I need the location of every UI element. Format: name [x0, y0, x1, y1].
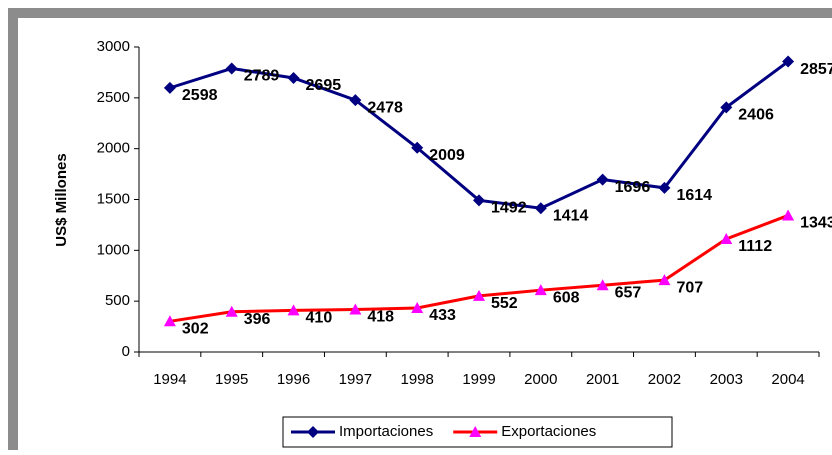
data-label: 433: [429, 307, 456, 324]
data-label: 552: [491, 295, 518, 312]
data-label: 1343: [800, 215, 832, 232]
y-tick-label: 2000: [97, 140, 130, 157]
x-tick-label: 2003: [710, 371, 743, 388]
data-point: [287, 304, 300, 316]
x-tick-label: 1994: [153, 371, 186, 388]
data-label: 2598: [182, 87, 218, 104]
legend-label: Exportaciones: [501, 423, 596, 440]
x-tick-label: 2001: [586, 371, 619, 388]
data-point: [349, 303, 362, 315]
data-point: [225, 62, 238, 75]
y-tick-label: 1000: [97, 241, 130, 258]
y-tick-label: 0: [122, 343, 130, 360]
data-label: 410: [306, 310, 333, 327]
x-tick-label: 1997: [339, 371, 372, 388]
y-tick-label: 3000: [97, 38, 130, 55]
data-label: 302: [182, 321, 209, 338]
data-point: [534, 284, 547, 296]
y-tick-label: 500: [105, 292, 130, 309]
data-label: 2009: [429, 147, 465, 164]
data-point: [782, 55, 795, 68]
legend-marker: [469, 426, 482, 437]
data-point: [658, 181, 671, 194]
data-label: 657: [615, 284, 642, 301]
legend-marker: [307, 426, 319, 438]
legend-label: Importaciones: [339, 423, 433, 440]
data-label: 2789: [244, 68, 280, 85]
x-tick-label: 1998: [400, 371, 433, 388]
x-tick-label: 2000: [524, 371, 557, 388]
data-label: 2857: [800, 61, 832, 78]
y-tick-label: 1500: [97, 190, 130, 207]
x-tick-label: 1995: [215, 371, 248, 388]
data-point: [720, 101, 733, 114]
data-point: [473, 289, 485, 301]
data-label: 2695: [306, 77, 342, 94]
data-label: 418: [367, 309, 394, 326]
data-label: 2406: [738, 107, 774, 124]
data-point: [287, 72, 300, 85]
data-point: [163, 315, 176, 327]
data-point: [596, 173, 609, 186]
data-point: [720, 232, 733, 244]
data-point: [473, 194, 485, 207]
data-label: 2478: [367, 99, 403, 116]
data-label: 1414: [553, 207, 589, 224]
data-point: [225, 305, 238, 317]
data-point: [596, 279, 609, 291]
data-point: [782, 209, 795, 221]
data-label: 396: [244, 311, 271, 328]
x-tick-label: 2004: [771, 371, 804, 388]
data-point: [349, 94, 362, 107]
data-label: 1614: [676, 187, 712, 204]
data-label: 1112: [738, 238, 772, 255]
data-point: [534, 202, 547, 215]
data-label: 608: [553, 289, 580, 306]
data-label: 1492: [491, 200, 527, 217]
data-point: [411, 141, 424, 154]
x-tick-label: 1996: [277, 371, 310, 388]
data-point: [658, 274, 671, 286]
x-tick-label: 2002: [648, 371, 681, 388]
data-point: [163, 81, 176, 94]
x-tick-label: 1999: [462, 371, 495, 388]
data-label: 707: [676, 279, 703, 296]
y-axis-label: US$ Millones: [53, 153, 70, 246]
y-tick-label: 2500: [97, 89, 130, 106]
chart-area: [18, 18, 832, 450]
data-label: 1696: [615, 179, 651, 196]
data-point: [411, 301, 424, 313]
